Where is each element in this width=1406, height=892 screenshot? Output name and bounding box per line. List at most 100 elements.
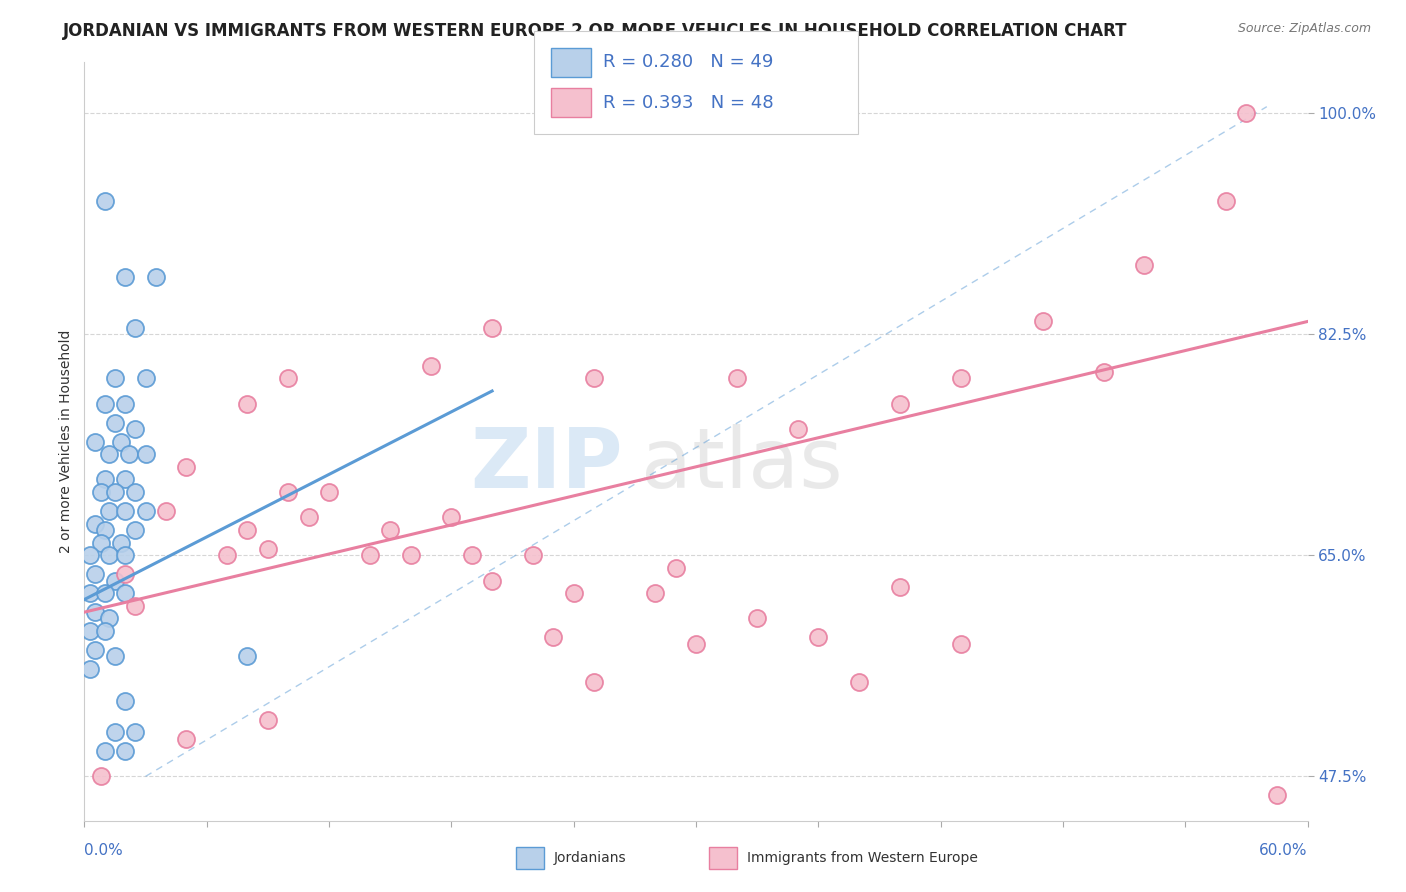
Point: [104, 725, 127, 739]
Point: [807, 631, 830, 645]
Point: [93, 396, 115, 410]
Point: [277, 485, 299, 500]
Point: [747, 611, 769, 625]
Point: [725, 371, 748, 385]
Point: [380, 523, 402, 537]
Point: [104, 574, 127, 588]
Text: atlas: atlas: [641, 424, 842, 505]
Point: [114, 473, 136, 487]
Point: [174, 731, 197, 746]
Point: [1032, 314, 1054, 328]
Point: [522, 548, 544, 563]
Point: [236, 523, 259, 537]
Point: [174, 459, 197, 474]
Point: [787, 422, 810, 436]
Point: [889, 396, 911, 410]
Point: [79, 662, 101, 676]
Point: [135, 504, 157, 518]
Point: [97, 447, 120, 461]
Point: [83, 643, 105, 657]
Point: [685, 637, 707, 651]
Point: [1133, 258, 1156, 272]
Point: [93, 473, 115, 487]
Point: [461, 548, 484, 563]
Point: [583, 674, 606, 689]
Point: [104, 416, 127, 430]
Point: [114, 548, 136, 563]
Point: [114, 693, 136, 707]
Point: [889, 580, 911, 594]
Point: [1092, 365, 1115, 379]
Point: [665, 561, 688, 575]
Point: [644, 586, 666, 600]
Point: [93, 744, 115, 758]
Point: [562, 586, 585, 600]
Point: [124, 725, 146, 739]
Point: [90, 769, 112, 783]
Point: [257, 541, 280, 556]
Point: [90, 485, 112, 500]
Point: [93, 586, 115, 600]
Point: [93, 523, 115, 537]
Point: [1215, 194, 1237, 209]
Point: [950, 637, 973, 651]
Point: [543, 858, 565, 872]
Point: [124, 321, 146, 335]
Point: [135, 371, 157, 385]
Text: Immigrants from Western Europe: Immigrants from Western Europe: [747, 851, 977, 865]
Point: [124, 599, 146, 613]
Point: [79, 586, 101, 600]
Text: 60.0%: 60.0%: [1260, 844, 1308, 858]
Point: [543, 631, 565, 645]
Y-axis label: 2 or more Vehicles in Household: 2 or more Vehicles in Household: [59, 330, 73, 553]
Point: [114, 270, 136, 285]
Point: [79, 548, 101, 563]
Text: ZIP: ZIP: [470, 424, 623, 505]
Point: [135, 447, 157, 461]
Point: [93, 624, 115, 639]
Point: [110, 535, 132, 549]
Point: [104, 371, 127, 385]
Point: [83, 434, 105, 449]
Point: [124, 523, 146, 537]
Point: [79, 624, 101, 639]
Text: 0.0%: 0.0%: [84, 844, 124, 858]
Point: [236, 649, 259, 664]
Point: [359, 548, 381, 563]
Point: [1265, 789, 1288, 803]
Point: [420, 359, 443, 373]
Point: [277, 371, 299, 385]
Point: [155, 504, 177, 518]
Point: [114, 567, 136, 582]
Point: [83, 605, 105, 619]
Text: R = 0.393   N = 48: R = 0.393 N = 48: [603, 94, 773, 112]
Point: [1236, 106, 1258, 120]
Point: [114, 396, 136, 410]
Point: [318, 485, 340, 500]
Point: [236, 396, 259, 410]
Point: [104, 649, 127, 664]
Point: [104, 485, 127, 500]
Point: [83, 567, 105, 582]
Point: [114, 504, 136, 518]
Point: [950, 371, 973, 385]
Text: JORDANIAN VS IMMIGRANTS FROM WESTERN EUROPE 2 OR MORE VEHICLES IN HOUSEHOLD CORR: JORDANIAN VS IMMIGRANTS FROM WESTERN EUR…: [63, 22, 1128, 40]
Point: [124, 485, 146, 500]
Point: [481, 574, 503, 588]
Point: [114, 744, 136, 758]
Point: [118, 447, 141, 461]
Point: [114, 586, 136, 600]
Text: Jordanians: Jordanians: [554, 851, 627, 865]
Point: [481, 321, 503, 335]
Point: [90, 535, 112, 549]
Point: [583, 371, 606, 385]
Text: Source: ZipAtlas.com: Source: ZipAtlas.com: [1237, 22, 1371, 36]
Point: [93, 194, 115, 209]
Point: [298, 510, 321, 524]
Point: [83, 516, 105, 531]
Point: [124, 422, 146, 436]
Point: [97, 504, 120, 518]
Point: [110, 434, 132, 449]
Text: R = 0.280   N = 49: R = 0.280 N = 49: [603, 54, 773, 71]
Point: [97, 548, 120, 563]
